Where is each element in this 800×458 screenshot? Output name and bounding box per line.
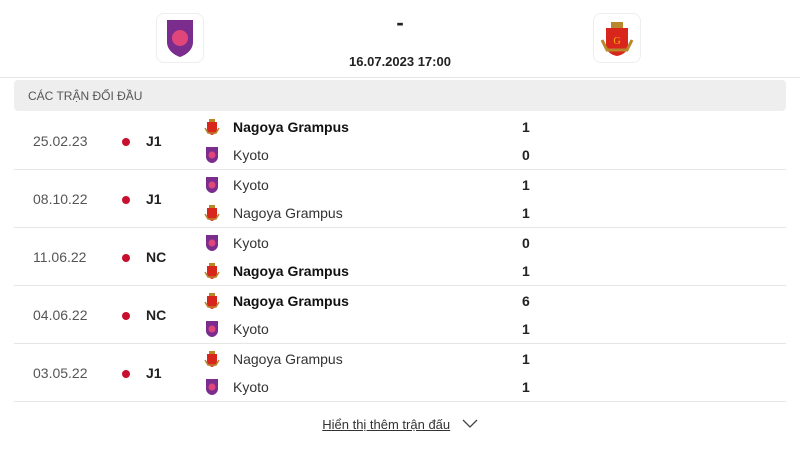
match-score: - xyxy=(396,10,404,35)
home-team-logo[interactable] xyxy=(156,13,204,63)
team-line: Kyoto 1 xyxy=(204,373,544,401)
match-row[interactable]: 11.06.22 NC Kyoto 0 Nagoya Grampus 1 xyxy=(14,228,786,286)
nagoya-logo-icon xyxy=(204,292,220,310)
kyoto-logo-icon xyxy=(204,320,220,338)
section-title: Các trận đối đầu xyxy=(14,80,786,111)
team-name: Nagoya Grampus xyxy=(233,119,349,135)
league-name: J1 xyxy=(146,191,162,207)
away-team-logo[interactable]: G xyxy=(593,13,641,63)
team-name: Kyoto xyxy=(233,147,269,163)
nagoya-logo-icon xyxy=(204,262,220,280)
nagoya-logo-icon xyxy=(204,118,220,136)
team-name: Nagoya Grampus xyxy=(233,205,343,221)
league-flag-icon xyxy=(122,196,130,204)
team-score: 1 xyxy=(522,321,530,337)
kyoto-logo-icon xyxy=(204,234,220,252)
team-score: 0 xyxy=(522,147,530,163)
kyoto-logo-icon xyxy=(204,176,220,194)
league-flag-icon xyxy=(122,138,130,146)
svg-text:G: G xyxy=(613,36,620,47)
match-date: 04.06.22 xyxy=(33,307,88,323)
league-name: J1 xyxy=(146,365,162,381)
team-line: Nagoya Grampus 1 xyxy=(204,113,544,141)
team-score: 6 xyxy=(522,293,530,309)
show-more-label: Hiển thị thêm trận đấu xyxy=(322,417,451,432)
match-date: 25.02.23 xyxy=(33,133,88,149)
team-name: Nagoya Grampus xyxy=(233,293,349,309)
match-row[interactable]: 08.10.22 J1 Kyoto 1 Nagoya Grampus 1 xyxy=(14,170,786,228)
team-line: Nagoya Grampus 1 xyxy=(204,345,544,373)
team-line: Kyoto 1 xyxy=(204,171,544,199)
nagoya-logo-icon xyxy=(204,204,220,222)
match-row[interactable]: 04.06.22 NC Nagoya Grampus 6 Kyoto 1 xyxy=(14,286,786,344)
match-date: 11.06.22 xyxy=(33,249,87,265)
team-line: Nagoya Grampus 6 xyxy=(204,287,544,315)
match-row[interactable]: 03.05.22 J1 Nagoya Grampus 1 Kyoto 1 xyxy=(14,344,786,402)
team-line: Kyoto 1 xyxy=(204,315,544,343)
divider xyxy=(0,77,800,78)
team-score: 1 xyxy=(522,379,530,395)
team-name: Kyoto xyxy=(233,379,269,395)
team-line: Nagoya Grampus 1 xyxy=(204,199,544,227)
team-name: Kyoto xyxy=(233,177,269,193)
team-score: 1 xyxy=(522,263,530,279)
league-flag-icon xyxy=(122,312,130,320)
kyoto-logo-icon xyxy=(204,146,220,164)
nagoya-logo-icon xyxy=(204,350,220,368)
match-date: 03.05.22 xyxy=(33,365,88,381)
team-score: 1 xyxy=(522,119,530,135)
team-name: Nagoya Grampus xyxy=(233,263,349,279)
team-score: 0 xyxy=(522,235,530,251)
match-row[interactable]: 25.02.23 J1 Nagoya Grampus 1 Kyoto 0 xyxy=(14,112,786,170)
team-name: Nagoya Grampus xyxy=(233,351,343,367)
league-name: NC xyxy=(146,249,167,265)
team-line: Nagoya Grampus 1 xyxy=(204,257,544,285)
show-more-link[interactable]: Hiển thị thêm trận đấu xyxy=(0,417,800,432)
league-flag-icon xyxy=(122,254,130,262)
match-datetime: 16.07.2023 17:00 xyxy=(349,54,451,69)
team-line: Kyoto 0 xyxy=(204,229,544,257)
league-name: J1 xyxy=(146,133,162,149)
match-date: 08.10.22 xyxy=(33,191,88,207)
team-name: Kyoto xyxy=(233,321,269,337)
team-score: 1 xyxy=(522,177,530,193)
kyoto-logo-icon xyxy=(204,378,220,396)
league-name: NC xyxy=(146,307,167,323)
chevron-down-icon xyxy=(462,419,478,428)
team-score: 1 xyxy=(522,205,530,221)
team-score: 1 xyxy=(522,351,530,367)
league-flag-icon xyxy=(122,370,130,378)
team-line: Kyoto 0 xyxy=(204,141,544,169)
team-name: Kyoto xyxy=(233,235,269,251)
